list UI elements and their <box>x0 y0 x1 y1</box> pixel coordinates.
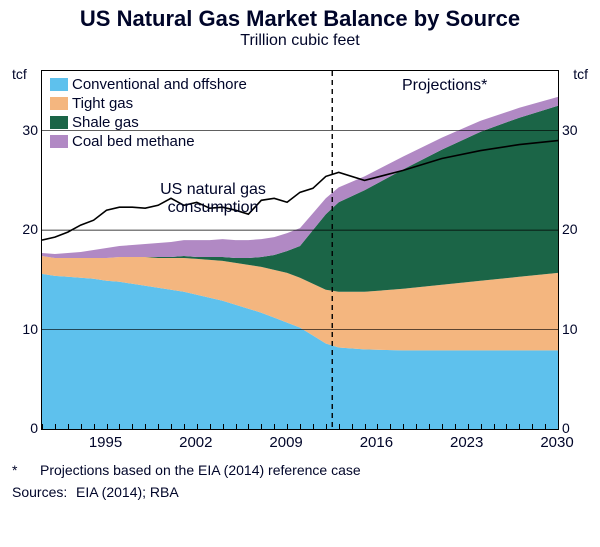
y-axis-unit-right: tcf <box>573 66 588 82</box>
footnote-star: * <box>12 462 40 478</box>
chart-subtitle: Trillion cubic feet <box>0 32 600 50</box>
legend-item-tight: Tight gas <box>50 94 247 113</box>
xtick-2030: 2030 <box>540 434 573 451</box>
legend-swatch-shale <box>50 116 68 129</box>
plot-area: Conventional and offshore Tight gas Shal… <box>41 70 559 430</box>
annotation-projections: Projections* <box>402 77 487 95</box>
legend-item-coalbed: Coal bed methane <box>50 132 247 151</box>
ytick-right-10: 10 <box>562 321 596 337</box>
legend-label-coalbed: Coal bed methane <box>72 132 195 151</box>
legend-label-tight: Tight gas <box>72 94 133 113</box>
xtick-2002: 2002 <box>179 434 212 451</box>
legend: Conventional and offshore Tight gas Shal… <box>50 75 247 151</box>
ytick-left-30: 30 <box>4 122 38 138</box>
legend-swatch-tight <box>50 97 68 110</box>
legend-label-conventional: Conventional and offshore <box>72 75 247 94</box>
ytick-left-20: 20 <box>4 221 38 237</box>
xtick-1995: 1995 <box>89 434 122 451</box>
legend-label-shale: Shale gas <box>72 113 139 132</box>
ytick-left-0: 0 <box>4 420 38 436</box>
xtick-2023: 2023 <box>450 434 483 451</box>
ytick-left-10: 10 <box>4 321 38 337</box>
footnote-text: Projections based on the EIA (2014) refe… <box>40 462 361 478</box>
annotation-consumption: US natural gas consumption <box>138 181 288 218</box>
chart-title: US Natural Gas Market Balance by Source <box>0 6 600 32</box>
chart-container: US Natural Gas Market Balance by Source … <box>0 6 600 500</box>
ytick-right-30: 30 <box>562 122 596 138</box>
xtick-2016: 2016 <box>360 434 393 451</box>
legend-item-conventional: Conventional and offshore <box>50 75 247 94</box>
sources-text: EIA (2014); RBA <box>76 484 179 500</box>
legend-swatch-conventional <box>50 78 68 91</box>
plot-wrap: tcf tcf Conventional and offshore Tight … <box>0 50 600 460</box>
legend-item-shale: Shale gas <box>50 113 247 132</box>
sources-label: Sources: <box>12 484 76 500</box>
sources: Sources: EIA (2014); RBA <box>0 478 600 500</box>
ytick-right-20: 20 <box>562 221 596 237</box>
xtick-2009: 2009 <box>269 434 302 451</box>
legend-swatch-coalbed <box>50 135 68 148</box>
footnote: * Projections based on the EIA (2014) re… <box>0 460 600 478</box>
y-axis-unit-left: tcf <box>12 66 27 82</box>
